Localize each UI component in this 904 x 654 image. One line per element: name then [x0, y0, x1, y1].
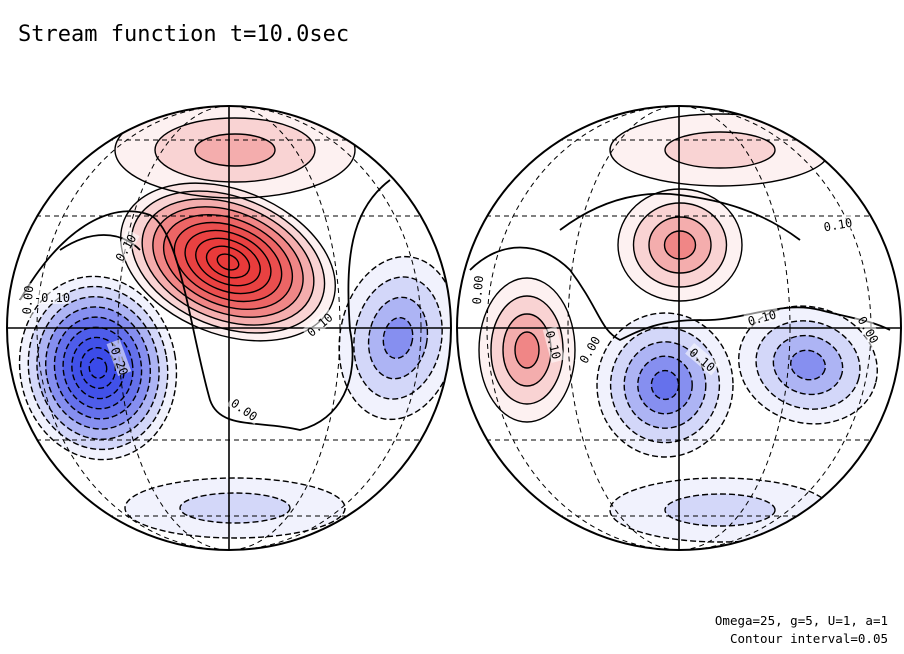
panel-1-feature-3-fill-3 — [790, 350, 826, 380]
parameter-text: Omega=25, g=5, U=1, a=1 — [714, 613, 888, 628]
panel-0-feature-3-contour-1 — [154, 117, 316, 183]
panel-0-feature-0-contour-1 — [130, 190, 326, 334]
panel-1-feature-3-fill-1 — [756, 320, 860, 410]
panel-1-feature-0-contour-2 — [648, 216, 712, 274]
panel-0-feature-0-contour-3 — [152, 206, 304, 318]
plot-footer: Omega=25, g=5, U=1, a=1 Contour interval… — [715, 612, 888, 648]
panel-0-contour-label-bg-4 — [301, 307, 337, 341]
contour-interval-text: Contour interval=0.05 — [729, 631, 888, 646]
panel-0-feature-0-contour-7 — [195, 237, 261, 287]
panel-0-feature-3-fill-2 — [195, 134, 275, 166]
panel-1-feature-0-fill-3 — [664, 231, 696, 259]
panel-1-feature-0-fill-1 — [633, 203, 727, 287]
panel-0-feature-0-contour-4 — [162, 213, 294, 311]
panel-1-feature-1-fill-1 — [491, 296, 563, 404]
panel-1-contour-label-bg-4 — [819, 214, 856, 234]
panel-0-feature-0-contour-6 — [184, 229, 272, 295]
panel-0-feature-2-fill-2 — [368, 297, 428, 379]
panel-0-zero-contour-0 — [19, 179, 391, 431]
panel-0-contour-label-2: -0.10 — [34, 291, 70, 305]
panel-0-feature-4-contour-1 — [179, 492, 291, 524]
panel-1-feature-0-contour-1 — [632, 202, 728, 288]
panel-0-feature-0-contour-2 — [141, 198, 315, 326]
panel-1-feature-1-contour-3 — [514, 331, 540, 369]
panel-0-feature-1-contour-8 — [88, 357, 108, 379]
panel-1-feature-5-contour-1 — [664, 493, 776, 527]
panel-1-contour-label-4: 0.10 — [823, 216, 854, 235]
panel-0-feature-2-contour-1 — [353, 276, 443, 400]
panel-0-contour-label-bg-1 — [226, 393, 263, 425]
panel-1-feature-1-fill-2 — [503, 314, 551, 386]
panel-0-feature-3-contour-0 — [114, 106, 356, 199]
panel-1-contour-label-0: 0.00 — [470, 275, 486, 305]
panel-0-contour-label-bg-5 — [18, 282, 36, 318]
right-globe: 0.000.10 0.00 0.100.100.10 0.00 — [456, 105, 902, 551]
panel-1-feature-0-fill-0 — [618, 189, 742, 301]
panel-0-feature-4-contour-0 — [124, 477, 346, 539]
panel-1-feature-4-fill-1 — [665, 132, 775, 168]
panel-0-feature-0-contour-9 — [216, 253, 240, 271]
panel-0-feature-0-fill-9 — [217, 254, 239, 270]
panel-1-feature-3-contour-1 — [755, 320, 861, 410]
panel-0-feature-1-contour-3 — [44, 306, 152, 430]
chart-title: Stream function t=10.0sec — [18, 22, 350, 47]
panel-0-contour-label-bg-2 — [35, 290, 69, 304]
panel-1-contour-label-bg-3 — [685, 342, 721, 376]
panel-1-feature-0-contour-3 — [663, 230, 697, 260]
panel-1-feature-1-fill-0 — [479, 278, 575, 422]
panel-1-feature-5-fill-0 — [610, 478, 830, 542]
panel-1-contour-label-bg-5 — [743, 305, 780, 329]
panel-1-feature-0-fill-2 — [649, 217, 711, 273]
left-globe: 0.100.00-0.10-0.200.100.00 — [6, 105, 452, 551]
panel-1-feature-1-fill-3 — [515, 332, 539, 368]
panel-0-feature-1-contour-0 — [18, 275, 178, 461]
panel-0-feature-1-contour-1 — [27, 285, 169, 451]
panel-0-feature-1-contour-2 — [36, 296, 160, 440]
left-globe-field — [7, 106, 451, 550]
panel-1-feature-2-contour-0 — [596, 312, 734, 458]
panel-1-feature-1-contour-0 — [478, 277, 576, 423]
panel-1-contour-label-bg-6 — [854, 311, 884, 348]
panel-0-feature-3-contour-2 — [194, 133, 276, 167]
panel-0-contour-label-bg-3 — [106, 339, 132, 377]
right-globe-field — [457, 106, 901, 550]
panel-1-feature-3-fill-2 — [773, 335, 843, 395]
left-globe-outline — [6, 105, 452, 551]
panel-1-feature-0-contour-0 — [617, 188, 743, 302]
panel-1-zero-contour-1 — [559, 192, 801, 241]
panel-1-feature-3-contour-3 — [789, 349, 827, 381]
panel-1-contour-label-bg-1 — [542, 326, 566, 363]
panel-1-feature-2-fill-4 — [651, 370, 679, 400]
panel-0-feature-1-contour-5 — [62, 326, 134, 410]
panel-1-feature-2-fill-2 — [624, 341, 706, 429]
panel-0-feature-4-fill-0 — [125, 478, 345, 538]
panel-0-feature-1-fill-8 — [89, 357, 107, 379]
panel-1-feature-3-contour-2 — [772, 334, 844, 396]
panel-1-feature-2-contour-3 — [637, 355, 693, 415]
panel-1-feature-1-contour-1 — [490, 295, 564, 405]
panel-1-feature-4-fill-0 — [610, 114, 830, 186]
panel-0-feature-0-contour-5 — [173, 221, 283, 303]
panel-0-feature-2-contour-3 — [382, 316, 414, 360]
panel-0-contour-label-bg-0 — [110, 229, 140, 266]
panel-1-feature-3-contour-0 — [738, 305, 878, 425]
panel-0-feature-2-contour-2 — [367, 296, 429, 380]
panel-1-contour-label-bg-2 — [574, 331, 604, 368]
right-globe-outline — [456, 105, 902, 551]
panel-1-contour-label-bg-0 — [468, 272, 486, 308]
panel-1-feature-2-contour-2 — [623, 341, 707, 429]
panel-1-feature-4-contour-1 — [664, 131, 776, 169]
panel-0-feature-0-contour-8 — [205, 245, 251, 279]
panel-0-feature-3-fill-0 — [115, 106, 355, 198]
panel-0-contour-label-5: 0.00 — [20, 285, 36, 315]
panel-0-feature-3-fill-1 — [155, 118, 315, 182]
